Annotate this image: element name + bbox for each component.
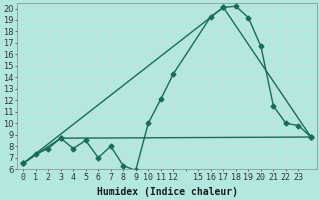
X-axis label: Humidex (Indice chaleur): Humidex (Indice chaleur) [97,187,237,197]
